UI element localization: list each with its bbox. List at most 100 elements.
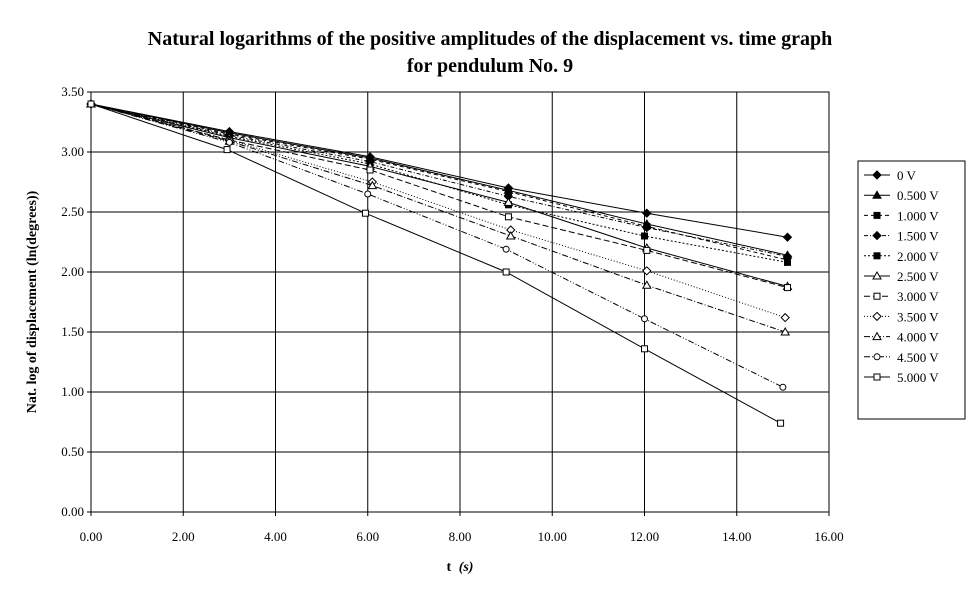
series-line: [90, 103, 788, 238]
legend-item: 1.500 V: [864, 229, 939, 244]
series-line: [90, 103, 788, 263]
series-line: [90, 103, 781, 424]
x-tick-label: 8.00: [449, 529, 472, 544]
data-point: [641, 345, 648, 353]
legend-marker: [873, 292, 881, 300]
data-point: [641, 280, 652, 289]
y-tick-label: 1.50: [61, 324, 84, 339]
series-4-500-v: [87, 100, 787, 391]
y-tick-label: 3.00: [61, 144, 84, 159]
legend-marker: [873, 252, 881, 260]
legend-marker: [872, 190, 882, 199]
chart-title-line2: for pendulum No. 9: [406, 55, 574, 77]
data-point: [364, 190, 372, 198]
x-tick-label: 16.00: [814, 529, 843, 544]
y-tick-label: 0.00: [61, 504, 84, 519]
series-line: [90, 103, 784, 388]
series-line: [90, 103, 786, 319]
legend-item: 0.500 V: [864, 188, 939, 203]
legend-item: 1.000 V: [864, 208, 939, 223]
legend-item: 0 V: [864, 168, 917, 183]
legend-label: 2.500 V: [897, 269, 939, 284]
legend-marker: [873, 211, 881, 219]
data-point: [87, 100, 95, 108]
x-tick-label: 6.00: [356, 529, 379, 544]
legend-label: 3.500 V: [897, 309, 939, 324]
data-point: [783, 258, 791, 266]
x-tick-label: 14.00: [722, 529, 751, 544]
data-point: [225, 138, 233, 146]
x-axis-title: t (s): [447, 560, 474, 575]
legend-item: 2.500 V: [864, 269, 939, 284]
gridlines: [90, 91, 830, 513]
chart-title: Natural logarithms of the positive ampli…: [80, 26, 900, 80]
legend-label: 3.000 V: [897, 289, 939, 304]
data-point: [503, 197, 514, 206]
data-point: [782, 232, 793, 242]
legend-marker: [873, 373, 881, 381]
series-3-500-v: [86, 99, 790, 323]
data-point: [366, 166, 374, 174]
x-tick-label: 4.00: [264, 529, 287, 544]
legend-label: 0 V: [897, 168, 917, 183]
y-tick-label: 2.00: [61, 264, 84, 279]
legend-marker: [872, 170, 882, 180]
data-point: [783, 284, 791, 292]
data-point: [780, 326, 791, 336]
legend-item: 4.500 V: [864, 350, 939, 365]
data-point: [367, 180, 378, 190]
data-point: [504, 213, 512, 221]
series-line: [90, 103, 788, 287]
series-0-v: [86, 99, 793, 242]
data-point: [502, 268, 510, 276]
series-line: [90, 103, 788, 256]
data-point: [643, 246, 651, 254]
legend-marker: [872, 311, 882, 322]
y-tick-label: 0.50: [61, 444, 84, 459]
data-point: [502, 245, 510, 253]
legend-item: 2.000 V: [864, 249, 939, 264]
legend-item: 5.000 V: [864, 370, 939, 385]
series-line: [90, 103, 788, 261]
series-4-000-v: [86, 98, 791, 336]
legend-label: 0.500 V: [897, 188, 939, 203]
x-tick-label: 12.00: [630, 529, 659, 544]
axis-ticks: 0.00 0.50 1.00 1.50 2.00 2.50 3.00 3.50 0.00 2.00…: [61, 84, 843, 544]
legend-marker: [872, 230, 882, 241]
series-group: [86, 98, 793, 427]
legend-marker: [872, 270, 882, 280]
y-axis-title: Nat. log of displacement (ln(degrees)): [25, 190, 40, 413]
x-tick-label: 10.00: [538, 529, 567, 544]
x-tick-label: 0.00: [80, 529, 103, 544]
legend-label: 4.500 V: [897, 350, 939, 365]
x-axis-title-main: t: [447, 560, 452, 575]
data-point: [777, 419, 785, 427]
data-point: [505, 230, 516, 240]
legend-item: 4.000 V: [864, 330, 939, 345]
legend-label: 5.000 V: [897, 370, 939, 385]
legend-item: 3.000 V: [864, 289, 939, 304]
data-point: [642, 208, 652, 218]
legend-label: 4.000 V: [897, 330, 939, 345]
series-line: [90, 103, 788, 257]
series-0-500-v: [86, 98, 793, 259]
legend: 0 V 0.500 V 1.000 V 1.500 V 2.000 V 2.500 V 3.…: [857, 160, 966, 420]
data-point: [642, 266, 652, 276]
chart-title-line1: Natural logarithms of the positive ampli…: [147, 28, 833, 50]
legend-label: 2.000 V: [897, 249, 939, 264]
data-point: [780, 312, 790, 323]
series-line: [90, 103, 786, 333]
legend-marker: [872, 331, 882, 341]
y-tick-label: 1.00: [61, 384, 84, 399]
legend-label: 1.500 V: [897, 229, 939, 244]
x-axis-title-unit: (s): [459, 560, 474, 575]
data-point: [223, 146, 231, 154]
x-tick-label: 2.00: [172, 529, 195, 544]
series-3-000-v: [87, 100, 791, 292]
legend-item: 3.500 V: [864, 309, 939, 324]
data-point: [642, 222, 652, 233]
data-point: [779, 383, 787, 391]
legend-items: 0 V 0.500 V 1.000 V 1.500 V 2.000 V 2.500 V 3.…: [864, 168, 939, 385]
data-point: [641, 232, 648, 240]
y-tick-label: 3.50: [61, 84, 84, 99]
